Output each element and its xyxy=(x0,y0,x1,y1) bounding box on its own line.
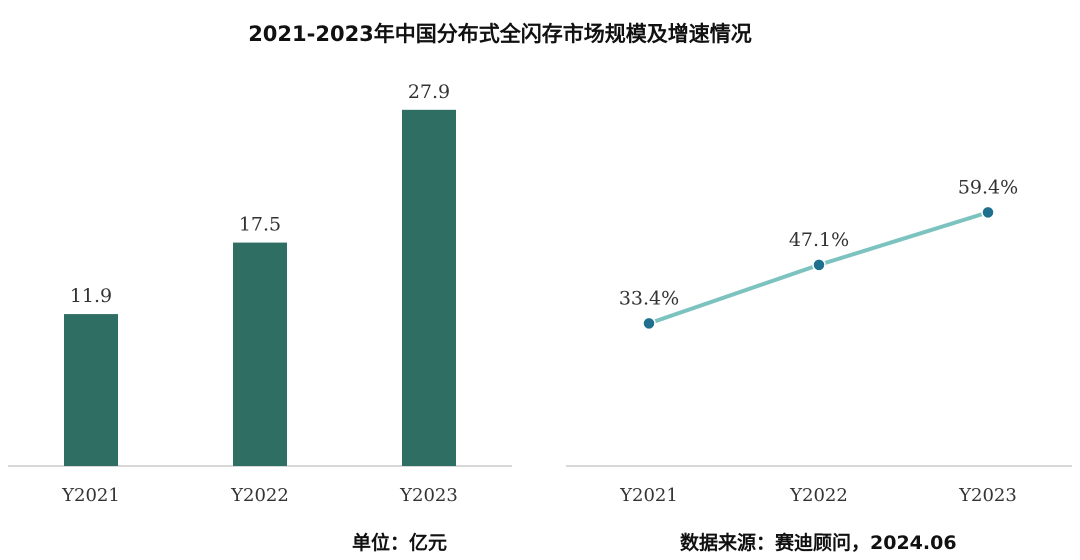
unit-label: 单位：亿元 xyxy=(352,532,448,554)
bar-value-label: 11.9 xyxy=(70,285,112,307)
bar-chart: 11.9 Y2021 17.5 Y2022 27.9 Y2023 xyxy=(8,81,512,506)
source-label: 数据来源：赛迪顾问，2024.06 xyxy=(680,532,957,554)
line-x-tick-label: Y2022 xyxy=(789,485,848,506)
line-value-label: 47.1% xyxy=(789,229,849,251)
bar-Y2021 xyxy=(64,314,118,466)
bar-x-tick-label: Y2021 xyxy=(61,485,120,506)
bar-x-tick-label: Y2022 xyxy=(230,485,289,506)
chart-title: 2021-2023年中国分布式全闪存市场规模及增速情况 xyxy=(248,22,752,46)
bar-x-tick-label: Y2023 xyxy=(399,485,458,506)
bar-Y2022 xyxy=(233,242,287,466)
line-value-label: 59.4% xyxy=(958,176,1018,198)
line-point-Y2021 xyxy=(642,316,656,331)
bar-Y2023 xyxy=(402,109,456,466)
line-chart: 33.4% Y2021 47.1% Y2022 59.4% Y2023 xyxy=(566,176,1072,506)
bar-value-label: 27.9 xyxy=(408,81,450,103)
line-point-Y2023 xyxy=(981,205,995,220)
line-point-Y2022 xyxy=(812,258,826,272)
bar-value-label: 17.5 xyxy=(239,214,281,236)
line-value-label: 33.4% xyxy=(619,287,679,309)
line-x-tick-label: Y2023 xyxy=(958,485,1017,506)
line-x-tick-label: Y2021 xyxy=(619,485,678,506)
